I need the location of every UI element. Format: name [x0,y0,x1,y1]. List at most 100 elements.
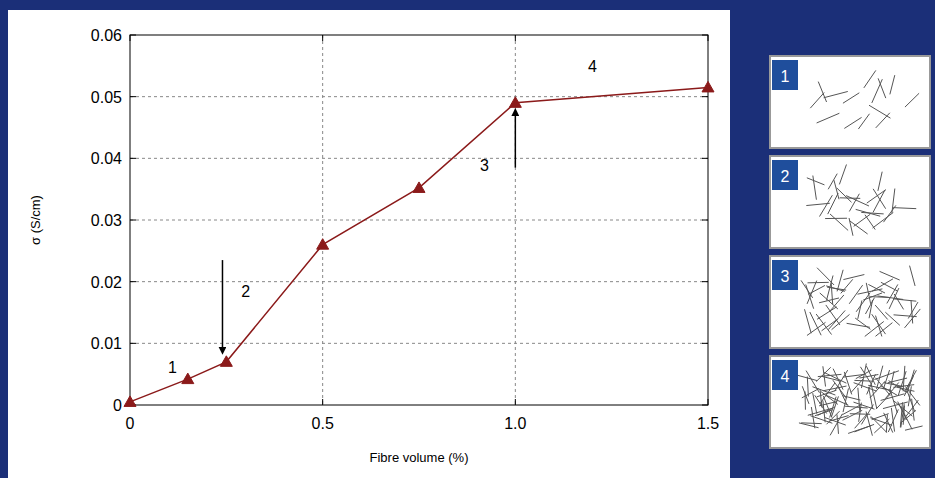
fibre-panel: 2 [770,156,930,248]
fibre [826,286,845,292]
fibre [819,298,839,303]
fibre [818,407,836,416]
fibre-panel: 4 [770,356,930,448]
panel-badge [772,360,798,390]
fibre [873,189,886,209]
x-tick-label: 1.0 [504,415,526,432]
fibre [886,414,887,432]
fibre [820,293,838,309]
fibre [864,70,876,87]
x-tick-label: 1.5 [697,415,719,432]
fibre [868,385,891,390]
fibre [843,275,864,280]
tick [130,158,136,159]
fibre [832,314,850,329]
fibre [849,218,853,236]
data-point [182,373,194,384]
fibre [820,389,822,407]
fibre [846,196,869,206]
fibre [830,214,848,230]
fibre [851,379,863,392]
data-point [124,396,136,407]
fibre [883,370,889,389]
fibre-panel: 3 [770,256,930,348]
fibre [856,209,881,216]
fibre [868,284,885,293]
fibre [844,117,861,128]
panel-box [770,56,930,148]
plot-frame [130,35,708,405]
fibre [841,279,853,293]
fibre [812,387,835,395]
annotation-label: 3 [480,157,489,174]
fibre [808,285,825,294]
fibre [849,285,862,304]
fibre [908,302,918,318]
fibre [802,389,819,398]
tick [702,220,708,221]
panel-label: 4 [781,368,790,385]
chart-background [8,10,730,478]
fibre [817,307,837,319]
fibre [894,315,917,317]
fibre [878,78,886,98]
annotation-label: 4 [588,58,597,75]
fibre [858,114,869,129]
fibre [813,176,817,200]
fibre [820,383,835,404]
fibre [905,426,923,430]
x-tick-label: 0.5 [312,415,334,432]
fibre [806,203,829,205]
fibre [817,390,837,397]
panel-label: 2 [781,168,790,185]
data-point [317,239,329,250]
fibre-panel: 1 [770,56,930,148]
tick [130,343,136,344]
fibre [844,372,851,394]
fibre [890,75,895,94]
fibre [865,321,884,336]
tick [130,220,136,221]
fibre [837,188,852,202]
fibre [910,266,916,286]
fibre [810,93,824,109]
fibre [858,300,862,318]
fibre [837,270,843,292]
y-tick-label: 0.03 [91,212,122,229]
fibre [805,309,812,333]
annotation-label: 1 [168,359,177,376]
fibre [865,298,874,314]
fibre [872,414,889,420]
fibre [835,370,848,391]
fibre [811,407,815,428]
y-tick-label: 0.01 [91,335,122,352]
grid-line [322,35,323,405]
tick [322,35,323,41]
fibre [876,378,891,396]
fibre [878,172,882,191]
fibre [905,93,919,107]
tick [515,35,516,41]
fibre [872,279,893,292]
fibre [873,190,885,212]
grid-line [130,281,708,282]
tick [702,281,708,282]
fibre [900,402,902,427]
fibre [807,178,825,185]
fibre [804,391,805,409]
data-point [509,97,521,108]
fibre [885,312,899,325]
tick [130,281,136,282]
fibre [881,394,905,401]
y-tick-label: 0.02 [91,274,122,291]
fibre [822,319,838,331]
tick [130,96,136,97]
fibres [810,70,919,129]
panel-box [770,156,930,248]
fibre [833,380,847,398]
fibre [893,208,916,209]
fibre [843,410,863,420]
fibre [887,284,898,303]
panel-box [770,256,930,348]
fibre [884,205,896,222]
